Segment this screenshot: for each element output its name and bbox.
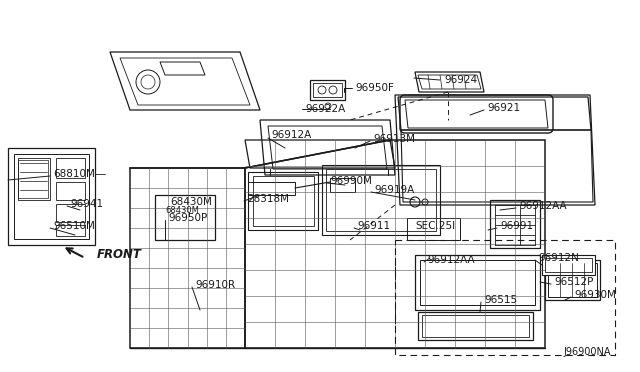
Polygon shape (545, 260, 600, 300)
Text: 96924: 96924 (444, 75, 477, 85)
Text: 96912A: 96912A (271, 130, 311, 140)
Polygon shape (542, 255, 595, 275)
Text: 96919A: 96919A (374, 185, 414, 195)
Text: FRONT: FRONT (97, 247, 142, 260)
Text: 68810M: 68810M (53, 169, 95, 179)
Text: SEC.25I: SEC.25I (415, 221, 455, 231)
Text: 96921: 96921 (487, 103, 520, 113)
Text: 96913M: 96913M (373, 134, 415, 144)
Text: 96912AA: 96912AA (427, 255, 475, 265)
Text: J96900NA: J96900NA (563, 347, 611, 357)
Bar (155, 195, 215, 240)
Text: 68430M: 68430M (165, 205, 199, 215)
Polygon shape (418, 312, 533, 340)
Text: 96515: 96515 (484, 295, 517, 305)
Text: 96930M: 96930M (574, 290, 616, 300)
Text: 28318M: 28318M (247, 194, 289, 204)
Text: 96912N: 96912N (538, 253, 579, 263)
Text: 96990M: 96990M (330, 176, 372, 186)
Text: 96950P: 96950P (168, 213, 207, 223)
Text: 96991: 96991 (500, 221, 533, 231)
Text: 96922A: 96922A (305, 104, 345, 114)
Text: 96910R: 96910R (195, 280, 235, 290)
Text: 68430M: 68430M (170, 197, 212, 207)
Text: 96941: 96941 (70, 199, 103, 209)
Polygon shape (395, 95, 595, 205)
Text: 96911: 96911 (357, 221, 390, 231)
Text: 96512P: 96512P (554, 277, 593, 287)
Polygon shape (8, 148, 95, 245)
Text: 96912AA: 96912AA (519, 201, 566, 211)
Text: 96950F: 96950F (355, 83, 394, 93)
Polygon shape (415, 255, 540, 310)
Text: 96510M: 96510M (53, 221, 95, 231)
